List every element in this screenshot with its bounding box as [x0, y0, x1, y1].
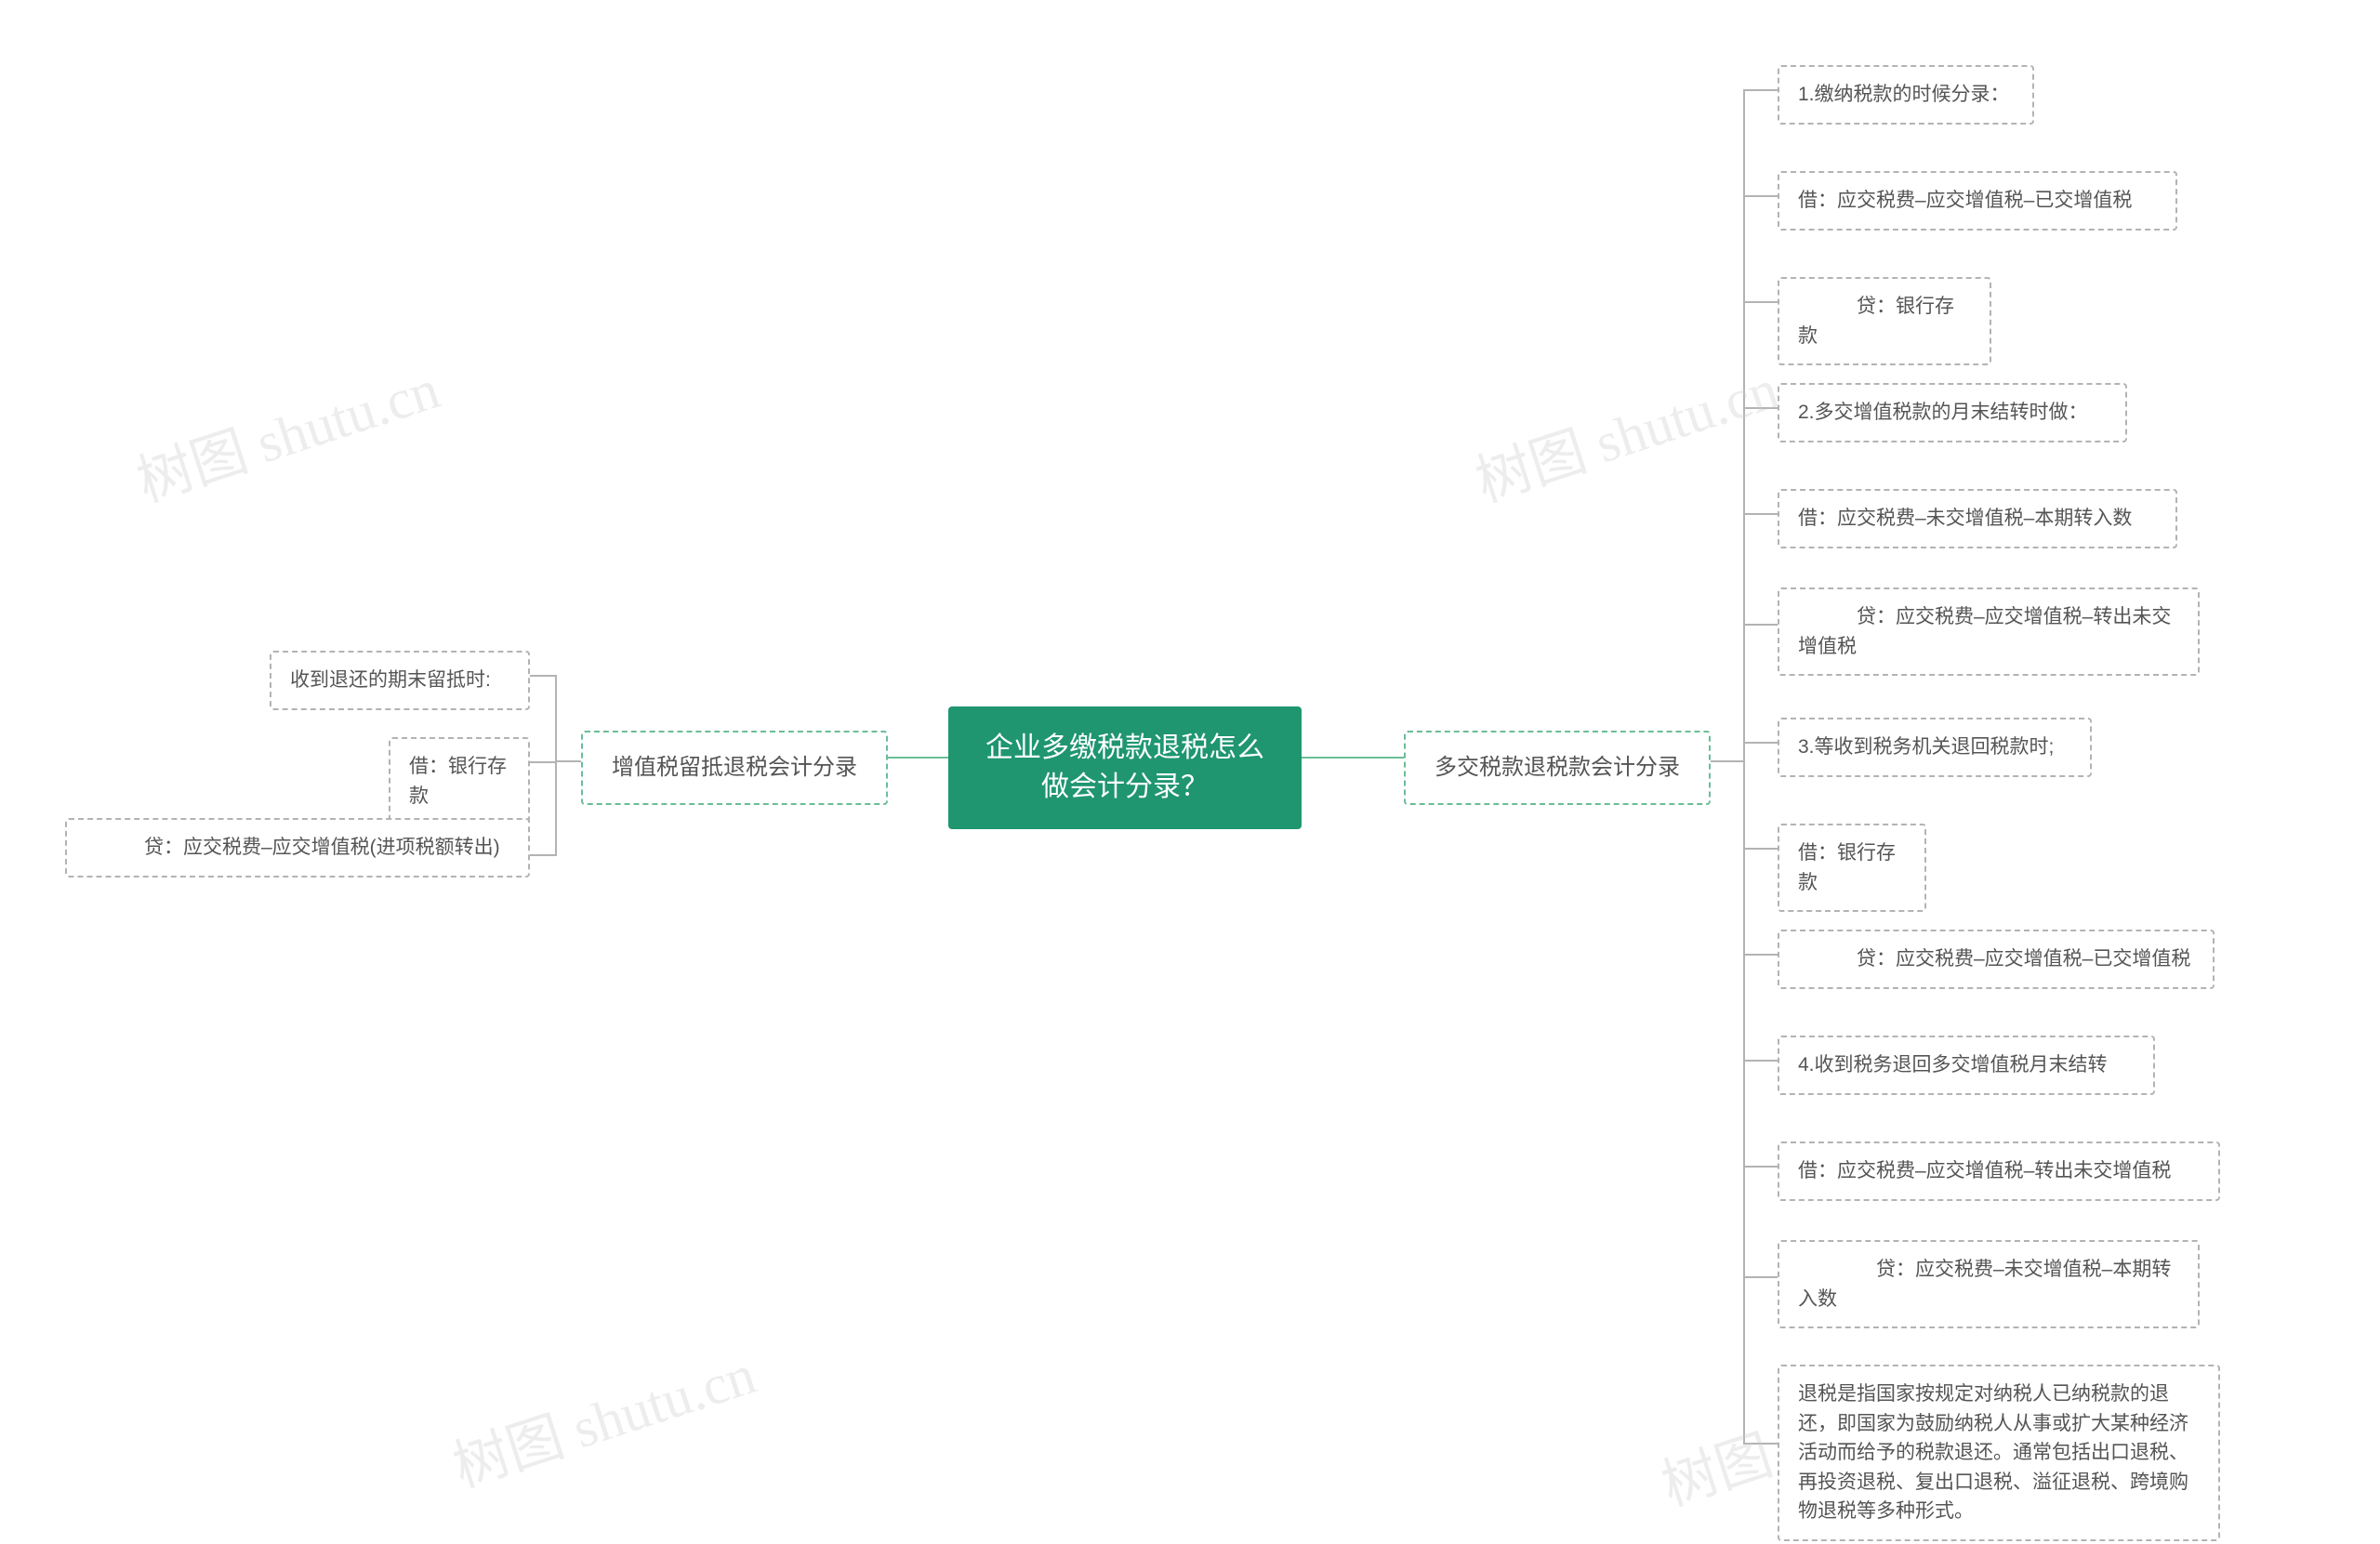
- leaf-node[interactable]: 借：应交税费–应交增值税–转出未交增值税: [1778, 1142, 2220, 1201]
- right-branch-node[interactable]: 多交税款退税款会计分录: [1404, 731, 1711, 805]
- leaf-text: 退税是指国家按规定对纳税人已纳税款的退还，即国家为鼓励纳税人从事或扩大某种经济活…: [1798, 1383, 2188, 1522]
- left-branch-node[interactable]: 增值税留抵退税会计分录: [581, 731, 888, 805]
- leaf-text: 收到退还的期末留抵时:: [290, 669, 491, 691]
- leaf-node[interactable]: 3.等收到税务机关退回税款时;: [1778, 718, 2092, 777]
- leaf-text: 1.缴纳税款的时候分录：: [1798, 84, 2010, 105]
- leaf-node[interactable]: 贷：应交税费–应交增值税–已交增值税: [1778, 930, 2215, 989]
- branch-text: 多交税款退税款会计分录: [1435, 755, 1680, 780]
- watermark: 树图 shutu.cn: [126, 344, 448, 518]
- leaf-text: 贷：应交税费–未交增值税–本期转入数: [1798, 1259, 2171, 1310]
- watermark: 树图 shutu.cn: [442, 1329, 764, 1503]
- leaf-node[interactable]: 4.收到税务退回多交增值税月末结转: [1778, 1036, 2155, 1095]
- leaf-text: 贷：应交税费–应交增值税–转出未交增值税: [1798, 606, 2171, 657]
- leaf-node[interactable]: 借：应交税费–应交增值税–已交增值税: [1778, 171, 2177, 231]
- leaf-node[interactable]: 1.缴纳税款的时候分录：: [1778, 65, 2034, 125]
- leaf-text: 贷：应交税费–应交增值税(进项税额转出): [86, 837, 500, 858]
- leaf-node[interactable]: 借：银行存款: [389, 737, 530, 825]
- leaf-node[interactable]: 借：银行存款: [1778, 824, 1926, 912]
- leaf-text: 借：银行存款: [409, 756, 507, 807]
- leaf-text: 贷：应交税费–应交增值税–已交增值税: [1798, 948, 2190, 970]
- leaf-node[interactable]: 贷：银行存款: [1778, 277, 1991, 365]
- root-text: 企业多缴税款退税怎么做会计分录？: [985, 732, 1264, 802]
- leaf-text: 2.多交增值税款的月末结转时做：: [1798, 402, 2088, 423]
- leaf-node[interactable]: 贷：应交税费–应交增值税–转出未交增值税: [1778, 587, 2200, 676]
- leaf-text: 借：银行存款: [1798, 842, 1896, 893]
- leaf-node[interactable]: 借：应交税费–未交增值税–本期转入数: [1778, 489, 2177, 548]
- leaf-text: 4.收到税务退回多交增值税月末结转: [1798, 1054, 2108, 1076]
- leaf-text: 贷：银行存款: [1798, 296, 1954, 347]
- leaf-node[interactable]: 2.多交增值税款的月末结转时做：: [1778, 383, 2127, 442]
- watermark: 树图 shutu.cn: [1464, 344, 1787, 518]
- branch-text: 增值税留抵退税会计分录: [612, 755, 857, 780]
- leaf-node[interactable]: 收到退还的期末留抵时:: [270, 651, 530, 710]
- mindmap-canvas: 树图 shutu.cn 树图 shutu.cn 树图 shutu.cn 树图 s…: [0, 0, 2380, 1544]
- leaf-text: 借：应交税费–应交增值税–转出未交增值税: [1798, 1160, 2171, 1181]
- leaf-node[interactable]: 贷：应交税费–应交增值税(进项税额转出): [65, 818, 530, 878]
- leaf-node[interactable]: 贷：应交税费–未交增值税–本期转入数: [1778, 1240, 2200, 1328]
- leaf-node[interactable]: 退税是指国家按规定对纳税人已纳税款的退还，即国家为鼓励纳税人从事或扩大某种经济活…: [1778, 1365, 2220, 1541]
- leaf-text: 3.等收到税务机关退回税款时;: [1798, 736, 2054, 758]
- leaf-text: 借：应交税费–应交增值税–已交增值税: [1798, 190, 2132, 211]
- root-node[interactable]: 企业多缴税款退税怎么做会计分录？: [948, 706, 1302, 829]
- leaf-text: 借：应交税费–未交增值税–本期转入数: [1798, 508, 2132, 529]
